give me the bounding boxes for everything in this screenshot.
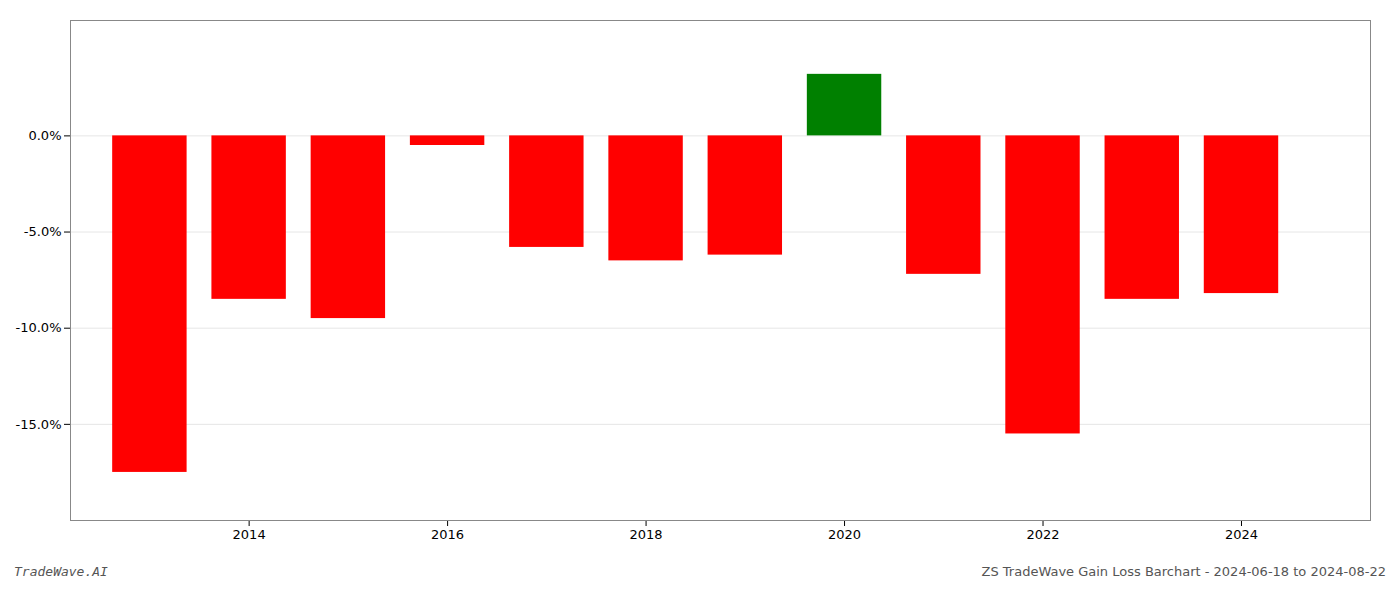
svg-text:2014: 2014 xyxy=(233,527,266,542)
html-text:TradeWave.AI: TradeWave.AI xyxy=(14,564,108,579)
svg-text:2020: 2020 xyxy=(828,527,861,542)
svg-text:2022: 2022 xyxy=(1026,527,1059,542)
svg-text:0.0%: 0.0% xyxy=(28,128,61,143)
svg-text:-5.0%: -5.0% xyxy=(24,224,62,239)
svg-text:2024: 2024 xyxy=(1225,527,1258,542)
svg-text:2016: 2016 xyxy=(431,527,464,542)
svg-text:2018: 2018 xyxy=(630,527,663,542)
svg-text:-15.0%: -15.0% xyxy=(16,417,62,432)
svg-text:-10.0%: -10.0% xyxy=(16,320,62,335)
html-text:ZS TradeWave Gain Loss Barchar: ZS TradeWave Gain Loss Barchart - 2024-0… xyxy=(981,564,1386,579)
